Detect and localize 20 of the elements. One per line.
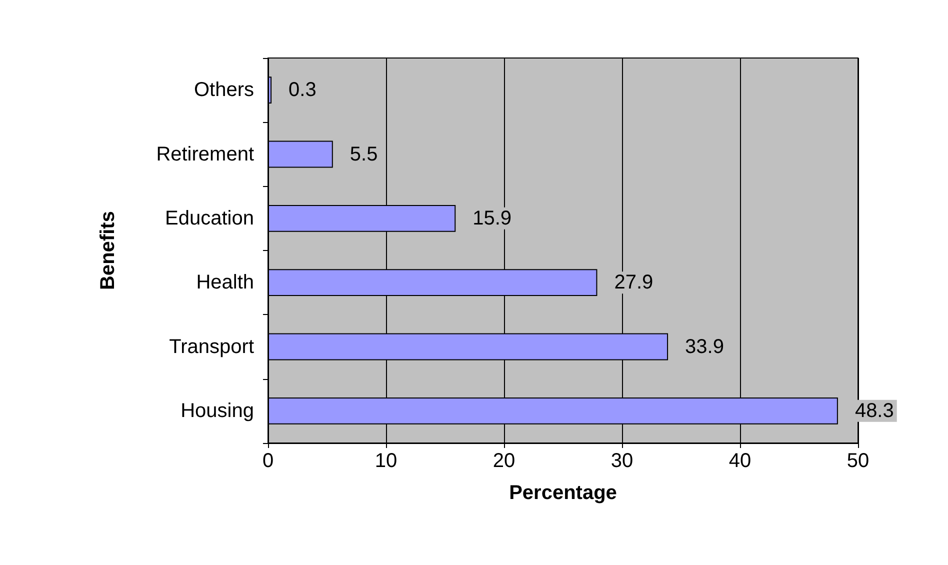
x-tick-label: 40 [728,450,752,472]
data-label: 48.3 [854,400,894,422]
y-tick-label: Transport [169,336,254,358]
data-label: 5.5 [350,143,378,166]
y-tick-label: Health [196,272,254,294]
y-tick-label: Education [165,207,254,230]
data-label: 27.9 [614,272,654,294]
y-tick-label: Housing [180,400,254,422]
data-label: 15.9 [472,207,512,230]
data-label: 33.9 [685,336,724,358]
y-tick-label: Others [194,79,254,102]
x-tick-label: 0 [262,450,274,472]
x-axis-title: Percentage [509,482,617,504]
data-label: 0.3 [288,79,316,102]
x-tick-label: 20 [492,450,516,472]
y-tick-label: Retirement [156,143,254,166]
x-tick-label: 30 [610,450,634,472]
y-axis-title: Benefits [97,211,119,290]
x-tick-label: 50 [846,450,870,472]
x-tick-label: 10 [374,450,398,472]
